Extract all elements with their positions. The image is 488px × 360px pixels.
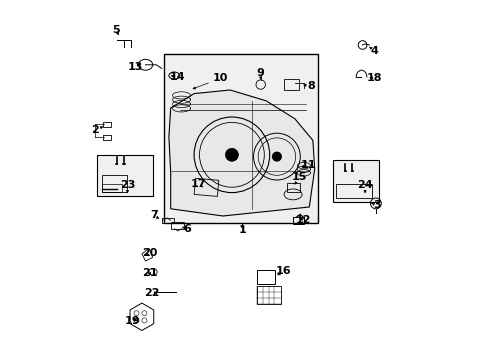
Text: 15: 15 [291, 172, 306, 182]
Text: 19: 19 [124, 316, 140, 326]
Bar [102, 184, 122, 192]
Bar [103, 122, 111, 127]
Text: 22: 22 [143, 288, 159, 298]
Bar [257, 270, 275, 284]
Text: 11: 11 [300, 159, 316, 170]
Bar [102, 175, 127, 192]
Text: 2: 2 [91, 125, 99, 135]
Bar [292, 217, 303, 224]
Circle shape [225, 148, 238, 161]
Bar [286, 183, 300, 192]
Text: 23: 23 [120, 180, 135, 190]
Text: 14: 14 [170, 72, 185, 82]
Text: 12: 12 [296, 215, 311, 225]
Text: 9: 9 [256, 68, 264, 78]
Text: 8: 8 [306, 81, 314, 91]
Text: 7: 7 [150, 210, 157, 220]
Text: 6: 6 [183, 224, 190, 234]
Bar [284, 79, 298, 90]
Bar [170, 222, 184, 229]
Bar [332, 160, 379, 202]
Bar [194, 178, 218, 197]
Text: 10: 10 [212, 73, 227, 84]
Text: 5: 5 [112, 24, 119, 35]
Text: 13: 13 [127, 62, 142, 72]
Text: 16: 16 [275, 266, 290, 276]
Text: 17: 17 [191, 179, 206, 189]
Text: 1: 1 [238, 225, 246, 235]
Text: 24: 24 [357, 180, 372, 190]
Bar [103, 135, 111, 140]
Text: 3: 3 [372, 200, 380, 210]
Bar [336, 184, 371, 198]
PathPatch shape [168, 90, 314, 216]
Text: 20: 20 [142, 248, 158, 258]
Bar [257, 286, 280, 304]
Circle shape [272, 152, 281, 161]
Bar [97, 155, 152, 196]
Text: 21: 21 [142, 268, 158, 278]
Bar [163, 54, 318, 223]
Text: 18: 18 [366, 73, 382, 83]
Text: 4: 4 [370, 46, 378, 56]
